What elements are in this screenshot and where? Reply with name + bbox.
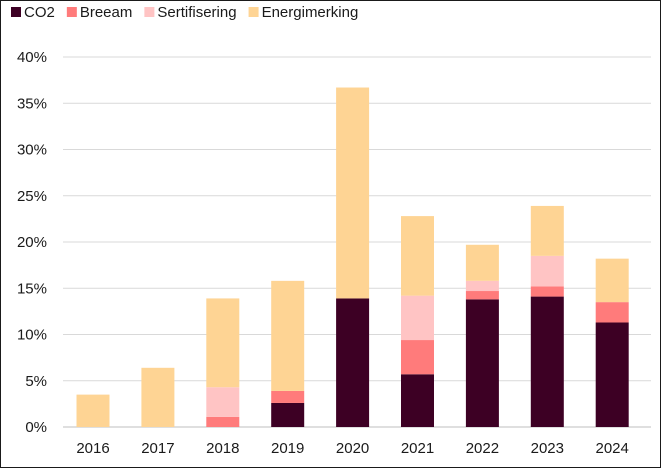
bar-segment-energimerking-2023 [530, 205, 564, 256]
bar-segment-breeam-2024 [595, 302, 629, 323]
bar-segment-breeam-2022 [465, 291, 499, 300]
bar-segment-breeam-2019 [271, 390, 305, 403]
legend-swatch [66, 7, 77, 17]
y-tick-label: 20% [17, 234, 47, 251]
x-tick-label: 2016 [76, 440, 109, 457]
bar-segment-sertifisering-2022 [465, 280, 499, 292]
bar-segment-co2-2023 [530, 296, 564, 427]
legend-label: Energimerking [262, 4, 359, 21]
bar-segment-energimerking-2024 [595, 258, 629, 303]
y-tick-label: 35% [17, 95, 47, 112]
legend-label: Breeam [80, 4, 133, 21]
x-tick-label: 2017 [141, 440, 174, 457]
bar-segment-co2-2022 [465, 299, 499, 427]
y-tick-label: 5% [25, 373, 47, 390]
bar-segment-breeam-2021 [401, 340, 434, 375]
legend-swatch [248, 7, 259, 17]
x-axis-ticks: 2016 2017 2018 2019 2020 2021 2022 2023 2024 [76, 440, 629, 457]
bar-segment-co2-2020 [336, 298, 370, 427]
legend-label: Sertifisering [157, 4, 236, 21]
bar-segment-energimerking-2018 [206, 298, 240, 388]
bar-segment-energimerking-2016 [76, 394, 110, 427]
legend-swatch [11, 7, 21, 17]
legend: CO2 Breeam Sertifisering Energimerking [11, 4, 358, 21]
bar-segment-co2-2019 [271, 402, 305, 427]
y-tick-label: 10% [17, 327, 47, 344]
legend-label: CO2 [24, 4, 55, 21]
bar-segment-energimerking-2021 [401, 216, 434, 296]
x-tick-label: 2022 [466, 440, 499, 457]
legend-swatch [144, 7, 155, 17]
x-tick-label: 2023 [531, 440, 564, 457]
y-tick-label: 15% [17, 280, 47, 297]
bar-segment-breeam-2018 [206, 416, 240, 427]
bar-segment-energimerking-2019 [271, 280, 305, 391]
y-tick-label: 40% [17, 49, 47, 66]
bars [76, 87, 629, 427]
x-tick-label: 2019 [271, 440, 304, 457]
y-tick-label: 0% [25, 419, 47, 436]
y-tick-label: 30% [17, 142, 47, 159]
y-tick-label: 25% [17, 188, 47, 205]
y-axis-ticks: 0% 5% 10% 15% 20% 25% 30% 35% 40% [17, 49, 47, 436]
bar-segment-energimerking-2022 [465, 244, 499, 281]
bar-segment-sertifisering-2023 [530, 255, 564, 287]
bar-segment-co2-2024 [595, 322, 629, 427]
bar-segment-breeam-2023 [530, 286, 564, 297]
x-tick-label: 2020 [336, 440, 369, 457]
bar-segment-co2-2021 [401, 374, 434, 427]
bar-segment-energimerking-2017 [141, 367, 175, 427]
x-tick-label: 2021 [401, 440, 434, 457]
bar-segment-energimerking-2020 [336, 87, 370, 299]
bar-segment-sertifisering-2018 [206, 387, 240, 417]
x-tick-label: 2018 [206, 440, 239, 457]
x-tick-label: 2024 [596, 440, 629, 457]
bar-segment-sertifisering-2021 [401, 295, 434, 341]
